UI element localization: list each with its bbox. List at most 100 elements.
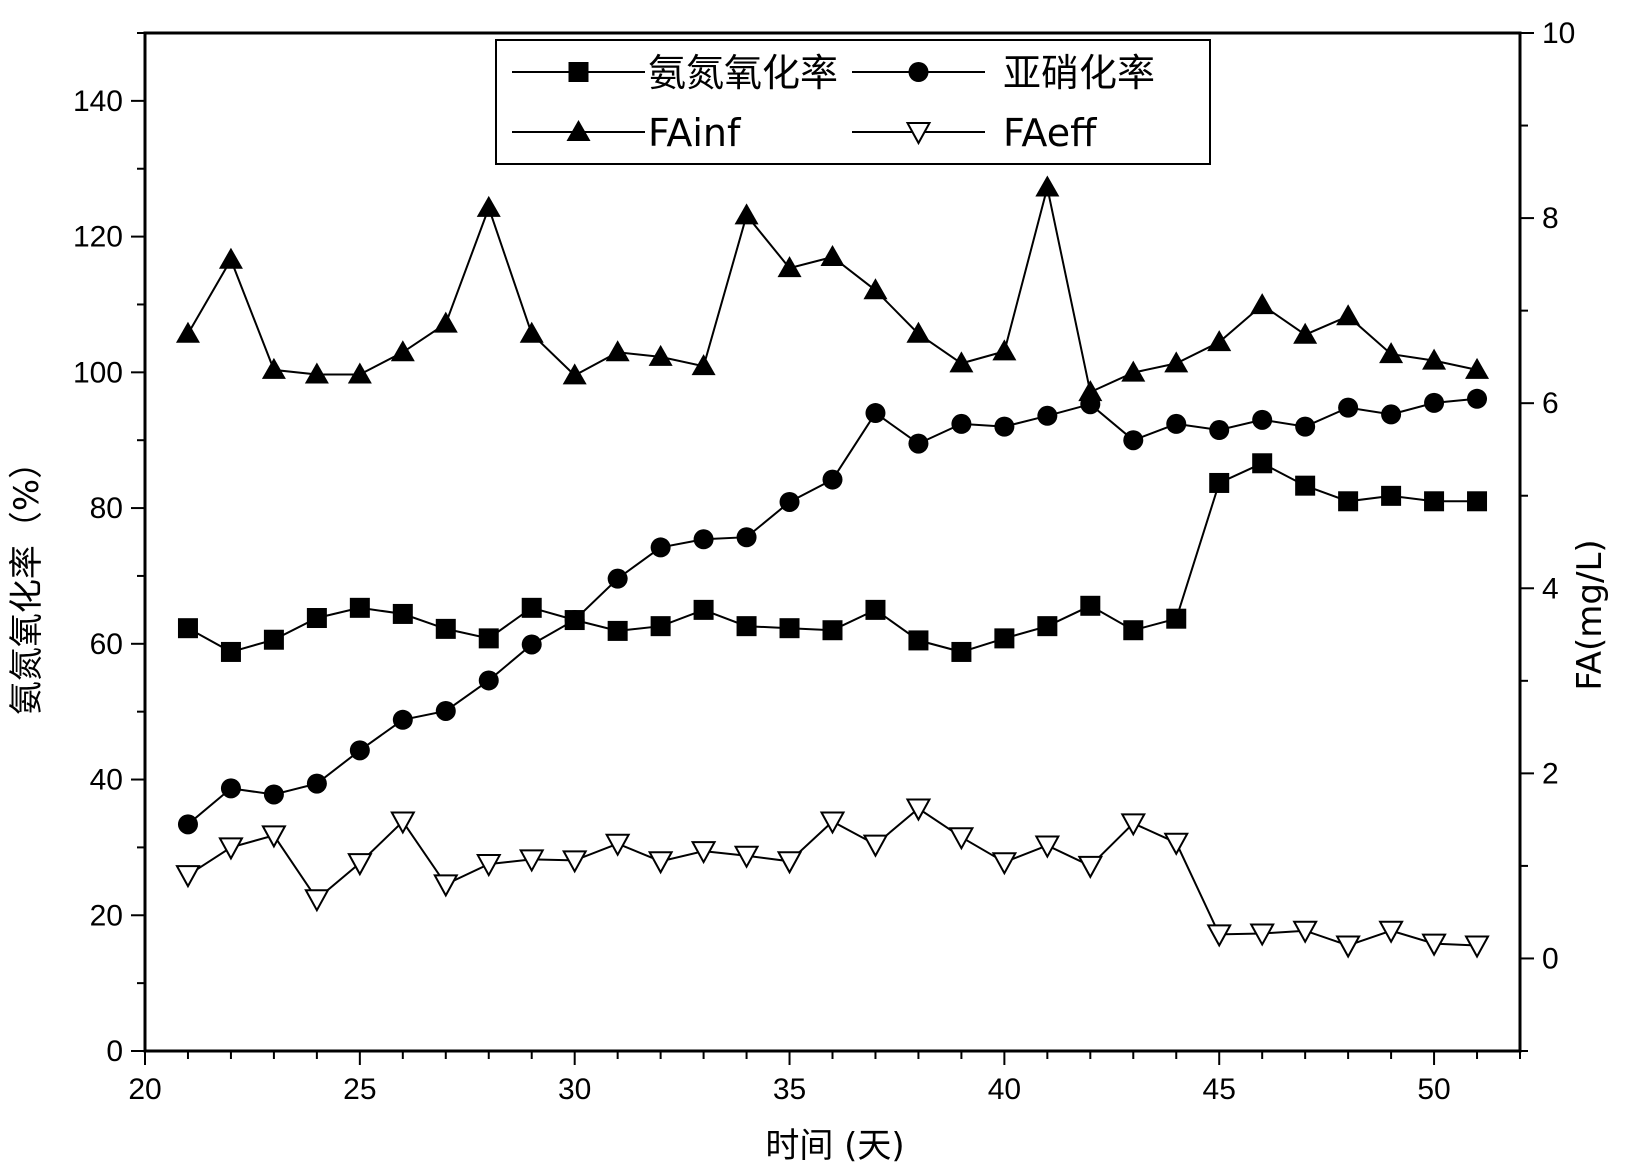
data-point [1209,472,1230,493]
data-point [220,641,241,662]
data-point [648,344,673,366]
data-point [521,634,542,655]
x-tick-label: 20 [128,1073,161,1106]
data-point [1293,322,1318,344]
data-point [736,527,757,548]
y-axis-right: 0 2 4 6 8 10 [1520,17,1575,1052]
data-point [1206,924,1232,948]
data-point [822,620,843,641]
data-point [392,603,413,624]
data-point [1295,416,1316,437]
data-point [908,630,929,651]
data-point [433,874,459,898]
data-point [1252,453,1273,474]
data-point [1034,835,1061,859]
data-point [1464,935,1490,959]
data-point [690,841,717,865]
data-point [820,244,845,266]
data-point [304,362,329,384]
data-point [1166,608,1187,629]
data-point [263,629,284,650]
x-axis: 20 25 30 35 40 45 50 [128,1051,1521,1106]
data-point [1424,491,1445,512]
data-point [693,529,714,550]
data-point [776,851,803,875]
data-point [691,354,716,376]
data-point [347,853,373,877]
data-point [647,851,674,875]
data-point [1249,923,1275,947]
data-point [908,433,929,454]
legend-marker [905,122,932,146]
data-point [650,616,671,637]
data-point [1422,348,1447,370]
data-point [951,413,972,434]
data-point [306,608,327,629]
data-point [1379,342,1404,364]
data-point [433,311,458,333]
legend-label: FAeff [1003,111,1097,155]
y-axis-left: 0 20 40 60 80 100 120 140 [73,32,145,1068]
y-left-tick-label: 0 [106,1035,123,1068]
data-point [1421,933,1447,957]
data-point [865,599,886,620]
data-point [1207,330,1232,352]
data-point [605,340,630,362]
series-line [187,187,1478,394]
x-tick-label: 30 [558,1073,591,1106]
data-point [390,340,415,362]
data-point [519,321,544,343]
data-point [1381,404,1402,425]
plot-border [143,31,1522,1053]
data-point [220,778,241,799]
data-point [175,321,200,343]
y-right-tick-label: 4 [1542,572,1559,605]
data-point [349,597,370,618]
data-point [1166,413,1187,434]
data-point [263,784,284,805]
legend-marker [908,62,929,82]
data-point [390,811,416,835]
data-point [1381,485,1402,506]
data-point [1338,397,1359,418]
data-point [1338,491,1359,512]
y-right-tick-label: 0 [1542,942,1559,975]
data-point [519,849,545,873]
data-point [863,278,888,300]
data-point [218,247,243,269]
data-point [865,403,886,424]
data-point [476,195,501,217]
y-left-tick-label: 80 [90,492,123,525]
data-point [777,256,802,278]
data-point [564,610,585,631]
y-right-tick-label: 6 [1542,387,1559,420]
y-left-tick-label: 120 [73,221,123,254]
data-point [261,825,287,849]
data-point [1467,491,1488,512]
data-point [604,833,631,857]
data-point [779,618,800,639]
data-point [261,357,286,379]
data-point [862,834,889,858]
x-tick-label: 25 [343,1073,376,1106]
series-layer [175,175,1490,959]
data-point [1378,920,1404,944]
data-point [948,827,975,851]
data-point [1123,620,1144,641]
data-point [1467,388,1488,409]
legend-items: 氨氮氧化率 亚硝化率 FAinf FAeff [512,51,1155,155]
legend-item: 亚硝化率 [852,51,1155,95]
data-point [607,620,628,641]
series-4 [175,798,1490,959]
data-point [1037,616,1058,637]
legend-label: FAinf [648,111,742,155]
legend-marker [568,62,589,82]
data-point [177,814,198,835]
data-point [734,203,759,225]
data-point [1078,380,1103,402]
data-point [478,670,499,691]
data-point [1037,405,1058,426]
data-point [994,416,1015,437]
data-point [1123,430,1144,451]
